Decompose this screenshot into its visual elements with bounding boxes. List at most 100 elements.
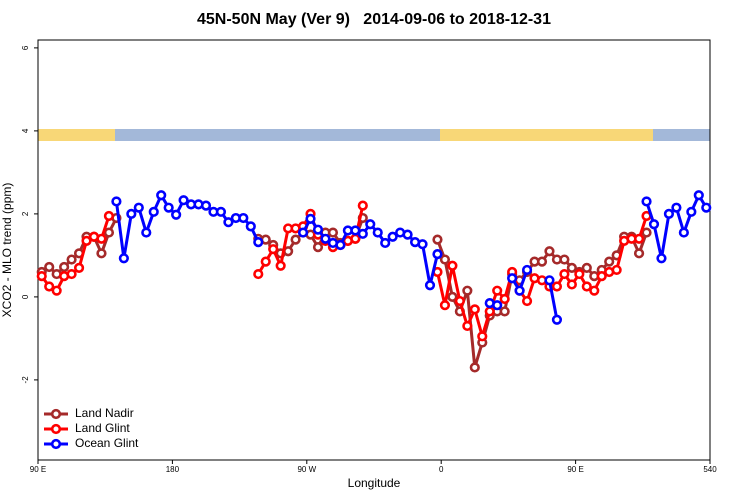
data-point: [118, 253, 129, 264]
data-point: [686, 206, 697, 217]
data-point: [148, 206, 159, 217]
data-point: [290, 234, 301, 245]
data-point: [36, 271, 47, 282]
data-point: [312, 224, 324, 235]
land-ocean-strip: [38, 129, 710, 141]
data-point: [477, 331, 488, 342]
data-point: [223, 217, 234, 228]
data-point: [641, 196, 652, 207]
data-point: [387, 231, 398, 242]
legend-marker: [50, 423, 62, 435]
data-point: [275, 260, 286, 271]
x-tick-label: 90 E: [30, 465, 46, 474]
data-point: [200, 200, 212, 211]
y-tick-label: 6: [21, 45, 30, 50]
data-point: [678, 227, 689, 238]
data-point: [492, 285, 503, 296]
data-point: [671, 202, 682, 213]
data-point: [641, 227, 652, 238]
data-point: [253, 237, 264, 248]
data-point: [297, 227, 309, 238]
x-tick-label: 90 W: [297, 465, 316, 474]
data-point: [103, 210, 115, 222]
data-point: [633, 248, 645, 259]
data-point: [499, 306, 510, 317]
data-point: [611, 264, 622, 276]
data-point: [521, 295, 533, 307]
data-point: [66, 268, 77, 280]
data-point: [596, 271, 607, 282]
data-point: [215, 206, 227, 217]
data-point: [544, 275, 555, 286]
data-point: [656, 253, 667, 264]
land-strip: [440, 129, 653, 141]
data-point: [81, 235, 92, 246]
data-point: [126, 208, 137, 219]
data-point: [701, 202, 712, 213]
y-tick-label: 2: [21, 211, 30, 216]
data-point: [447, 260, 458, 271]
data-point: [357, 200, 368, 211]
data-point: [178, 195, 189, 206]
data-point: [633, 233, 645, 244]
data-point: [462, 320, 473, 332]
x-tick-label: 180: [166, 465, 180, 474]
data-point: [96, 248, 107, 259]
data-point: [693, 190, 704, 201]
data-point: [514, 285, 525, 296]
data-point: [544, 246, 555, 257]
data-point: [103, 227, 115, 238]
data-point: [44, 261, 55, 273]
data-point: [589, 285, 600, 296]
data-point: [171, 209, 182, 220]
data-point: [365, 219, 376, 230]
data-point: [604, 256, 615, 267]
legend-marker: [50, 438, 62, 450]
data-point: [335, 239, 346, 251]
plot-frame: [37, 39, 711, 461]
data-point: [73, 262, 85, 273]
x-tick-label: 0: [439, 465, 444, 474]
data-point: [447, 291, 458, 302]
data-point: [581, 281, 592, 292]
data-point: [253, 268, 264, 280]
data-point: [551, 314, 563, 325]
data-point: [238, 212, 249, 224]
data-point: [462, 285, 473, 296]
x-tick-label: 90 E: [567, 465, 583, 474]
data-point: [536, 256, 548, 267]
data-point: [380, 237, 391, 249]
data-point: [507, 273, 518, 284]
data-point: [454, 295, 465, 307]
y-axis-label: XCO2 - MLO trend (ppm): [0, 183, 14, 318]
data-point: [499, 293, 510, 305]
legend-marker: [50, 408, 62, 420]
data-point: [141, 227, 152, 238]
data-point: [305, 213, 316, 224]
data-point: [44, 281, 55, 292]
data-point: [133, 202, 144, 213]
data-point: [439, 300, 451, 311]
y-tick-label: 4: [21, 128, 30, 133]
data-point: [551, 281, 563, 292]
data-point: [327, 227, 339, 238]
y-tick-label: 0: [21, 294, 30, 299]
data-point: [559, 268, 570, 280]
data-point: [96, 233, 107, 244]
data-point: [648, 219, 660, 230]
data-point: [111, 196, 122, 207]
data-point: [521, 264, 533, 276]
data-point: [320, 233, 331, 244]
data-point: [245, 221, 256, 232]
data-point: [357, 228, 368, 239]
chart-title: 45N-50N May (Ver 9) 2014-09-06 to 2018-1…: [197, 11, 551, 28]
data-point: [581, 262, 592, 273]
data-point: [432, 249, 443, 260]
data-point: [59, 261, 70, 273]
legend-label: Ocean Glint: [75, 436, 139, 450]
data-point: [574, 268, 585, 280]
data-point: [559, 254, 570, 265]
data-point: [51, 285, 62, 296]
x-axis-label: Longitude: [348, 476, 401, 490]
